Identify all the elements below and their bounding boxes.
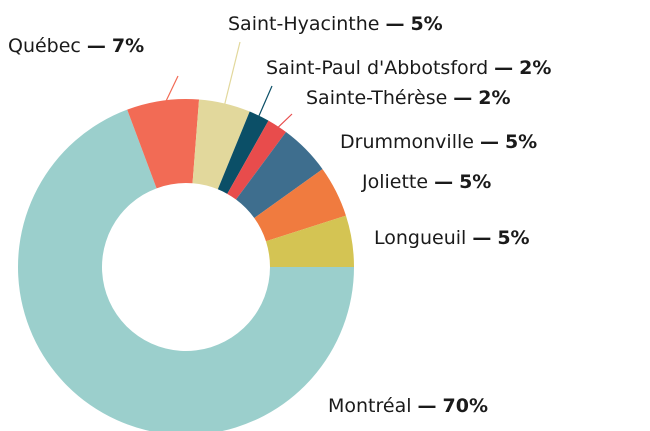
label-separator: — [472, 227, 491, 249]
label-name: Saint-Hyacinthe [228, 13, 379, 35]
slice-label: Drummonville — 5% [340, 131, 537, 153]
label-separator: — [480, 131, 499, 153]
label-name: Longueuil [374, 227, 466, 249]
donut-slice [265, 215, 354, 267]
donut-slice [217, 111, 269, 194]
leader-line [256, 85, 273, 122]
label-name: Québec [8, 35, 81, 57]
donut-slice [227, 120, 287, 200]
slice-label: Montréal — 70% [328, 395, 488, 417]
slice-label: Joliette — 5% [361, 171, 491, 193]
slice-label: Saint-Hyacinthe — 5% [228, 13, 443, 35]
label-separator: — [494, 57, 513, 79]
slice-label: Sainte-Thérèse — 2% [306, 87, 511, 109]
slice-label: Saint-Paul d'Abbotsford — 2% [266, 57, 551, 79]
donut-slice [254, 169, 346, 242]
label-value: 2% [478, 87, 510, 109]
label-name: Montréal [328, 395, 412, 417]
label-separator: — [418, 395, 437, 417]
label-separator: — [87, 35, 106, 57]
label-value: 5% [505, 131, 537, 153]
slice-label: Longueuil — 5% [374, 227, 530, 249]
label-name: Saint-Paul d'Abbotsford [266, 57, 488, 79]
label-value: 5% [459, 171, 491, 193]
label-name: Joliette [361, 171, 428, 193]
label-separator: — [385, 13, 404, 35]
label-value: 70% [443, 395, 488, 417]
label-name: Sainte-Thérèse [306, 87, 447, 109]
label-separator: — [453, 87, 472, 109]
donut-slice [192, 99, 250, 190]
donut-slice [18, 109, 354, 431]
donut-slice [127, 99, 200, 189]
leader-line [162, 75, 179, 107]
label-value: 5% [410, 13, 442, 35]
slice-label: Québec — 7% [8, 35, 144, 57]
label-value: 2% [519, 57, 551, 79]
label-value: 5% [497, 227, 529, 249]
leader-line [222, 41, 241, 110]
label-name: Drummonville [340, 131, 474, 153]
label-value: 7% [112, 35, 144, 57]
label-separator: — [434, 171, 453, 193]
donut-slice [236, 132, 323, 219]
leader-line [273, 113, 293, 132]
